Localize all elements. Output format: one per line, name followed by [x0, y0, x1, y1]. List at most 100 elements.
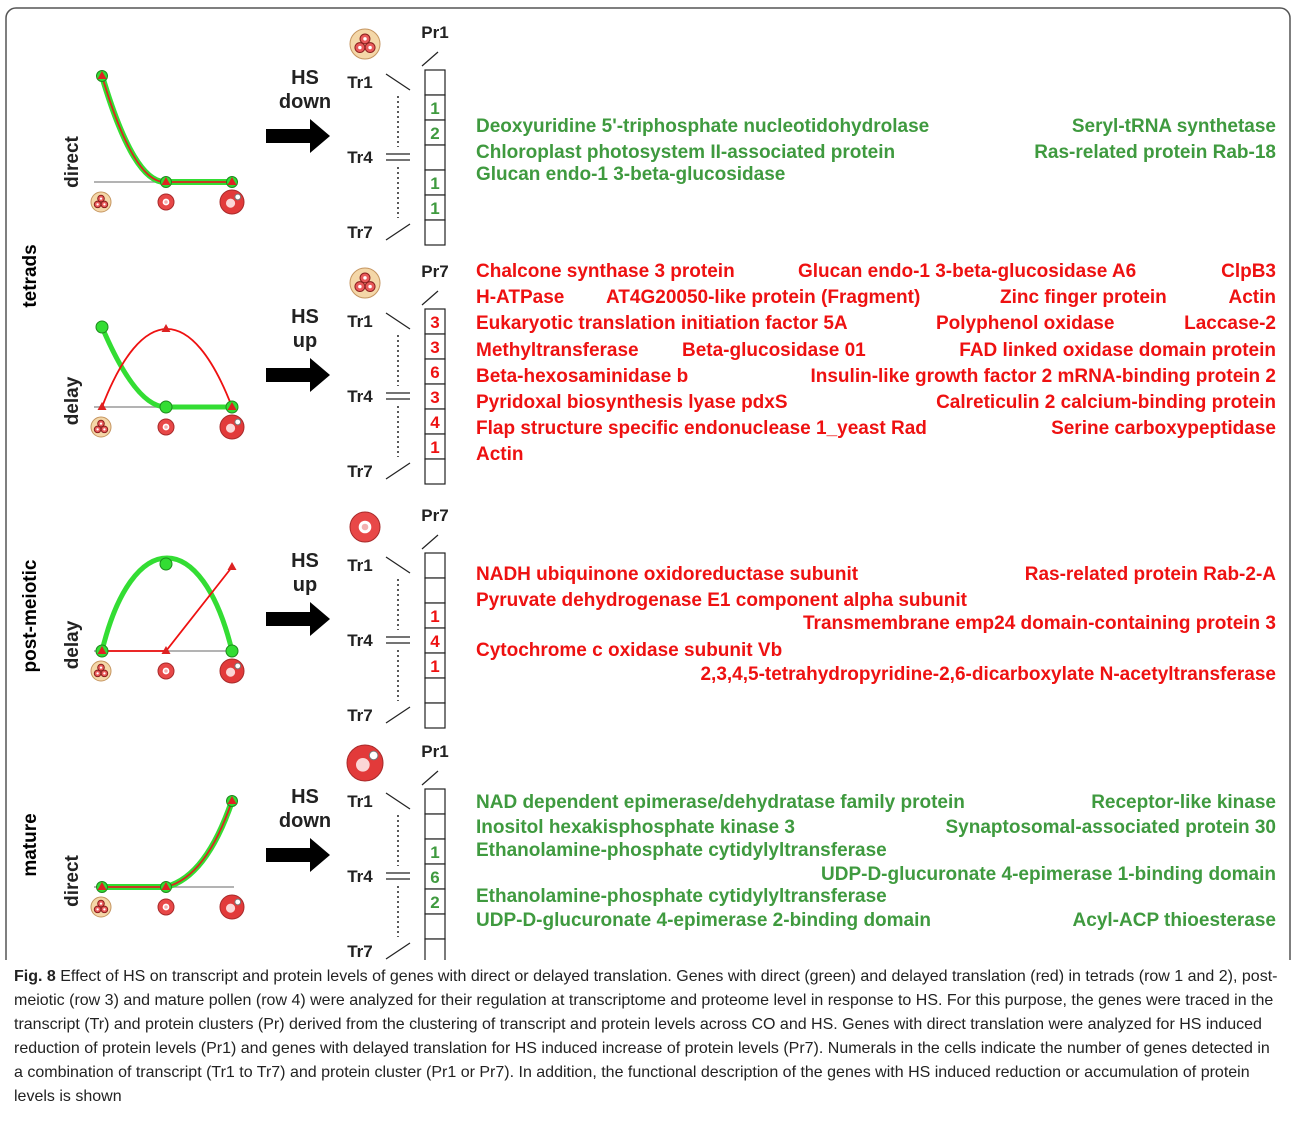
- tetrad-cell-icon: [90, 896, 112, 918]
- cluster-cell: [424, 702, 446, 729]
- cell-count: 1: [430, 843, 439, 862]
- gene-name: Pyruvate dehydrogenase E1 component alph…: [476, 590, 967, 611]
- microspore-cell-icon: [157, 193, 175, 211]
- cell-count: 4: [430, 632, 440, 651]
- profile-plot: [94, 795, 238, 893]
- protein-cluster-label: Pr1: [421, 23, 448, 42]
- gene-name: Methyltransferase: [476, 340, 639, 361]
- side-label-post-meiotic: post-meiotic: [20, 559, 41, 672]
- cluster-cell: [424, 913, 446, 940]
- gene-name: Cytochrome c oxidase subunit Vb: [476, 640, 783, 661]
- microspore-cell-icon: [157, 662, 175, 680]
- gene-name: Seryl-tRNA synthetase: [1071, 116, 1276, 137]
- transcript-cluster-label: Tr1: [347, 312, 373, 331]
- cell-count: 3: [430, 338, 439, 357]
- transcript-cluster-label: Tr7: [347, 223, 373, 242]
- gene-name: Polyphenol oxidase: [936, 313, 1115, 334]
- arrow-icon: [266, 119, 330, 153]
- microspore-cell-icon: [157, 898, 175, 916]
- rows-layer: directHSdownPr11211Tr1Tr4Tr7delayHSupPr7…: [62, 23, 449, 965]
- stage-icons: [90, 189, 245, 215]
- protein-cluster-label: Pr7: [421, 506, 448, 525]
- transcript-cluster-label: Tr7: [347, 462, 373, 481]
- cell-count: 1: [430, 174, 439, 193]
- cluster-cell: [424, 144, 446, 171]
- gene-name: 2,3,4,5-tetrahydropyridine-2,6-dicarboxy…: [700, 664, 1276, 685]
- hs-direction-label: up: [293, 574, 317, 596]
- gene-name: Zinc finger protein: [1000, 287, 1167, 308]
- gene-name: H-ATPase: [476, 287, 565, 308]
- tetrad-cell-icon: [349, 28, 381, 60]
- profile-plot: [94, 555, 239, 658]
- hs-label: HS: [291, 67, 319, 89]
- hs-label: HS: [291, 786, 319, 808]
- mature-pollen-icon: [346, 744, 384, 782]
- cluster-cell: [424, 552, 446, 579]
- cell-count: 1: [430, 657, 439, 676]
- gene-name: Calreticulin 2 calcium-binding protein: [936, 392, 1276, 413]
- mode-label: direct: [62, 854, 83, 906]
- hs-label: HS: [291, 550, 319, 572]
- gene-name: Ethanolamine-phosphate cytidylyltransfer…: [476, 886, 887, 907]
- gene-name: Actin: [1228, 287, 1277, 308]
- microspore-cell-icon: [349, 511, 381, 543]
- tetrad-cell-icon: [90, 191, 112, 213]
- profile-plot: [94, 320, 239, 414]
- gene-name: Chloroplast photosystem II-associated pr…: [476, 142, 896, 163]
- gene-name: ClpB3: [1221, 261, 1276, 282]
- cell-count: 1: [430, 99, 439, 118]
- hs-direction-label: down: [279, 91, 331, 113]
- cell-count: 1: [430, 607, 439, 626]
- mode-label: delay: [62, 376, 83, 425]
- cluster-cell: [424, 677, 446, 704]
- gene-name: Eukaryotic translation initiation factor…: [476, 313, 848, 334]
- protein-cluster-label: Pr7: [421, 262, 448, 281]
- cluster-cell: [424, 938, 446, 965]
- mode-label: direct: [62, 135, 83, 187]
- transcript-cluster-label: Tr1: [347, 73, 373, 92]
- side-label-tetrads: tetrads: [20, 244, 41, 307]
- protein-cluster-label: Pr1: [421, 742, 448, 761]
- tetrad-cell-icon: [90, 660, 112, 682]
- transcript-cluster-label: Tr7: [347, 942, 373, 960]
- cluster-column: Pr7 3 3 6 3 4 1 Tr1 Tr4 Tr7: [347, 262, 449, 485]
- gene-name: Inositol hexakisphosphate kinase 3: [476, 817, 795, 838]
- stage-icons: [90, 658, 245, 684]
- cluster-column: Pr1 1 6 2 Tr1 Tr4 Tr7: [347, 742, 449, 965]
- gene-name: Deoxyuridine 5'-triphosphate nucleotidoh…: [476, 116, 930, 137]
- figure-diagram: tetrads post-meiotic mature directHSdown…: [5, 7, 1291, 1137]
- cluster-cell: [424, 577, 446, 604]
- microspore-cell-icon: [157, 418, 175, 436]
- gene-name: Glucan endo-1 3-beta-glucosidase A6: [798, 261, 1137, 282]
- hs-label: HS: [291, 306, 319, 328]
- transcript-cluster-label: Tr1: [347, 556, 373, 575]
- hs-direction-label: up: [293, 330, 317, 352]
- tetrad-cell-icon: [349, 267, 381, 299]
- gene-name: Glucan endo-1 3-beta-glucosidase: [476, 164, 786, 185]
- cell-count: 1: [430, 438, 439, 457]
- transcript-cluster-label: Tr7: [347, 706, 373, 725]
- gene-name: NAD dependent epimerase/dehydratase fami…: [476, 792, 965, 813]
- cell-count: 2: [430, 893, 439, 912]
- cluster-cell: [424, 219, 446, 246]
- cluster-cell: [424, 813, 446, 840]
- mode-label: delay: [62, 620, 83, 669]
- figure-caption: Fig. 8 Effect of HS on transcript and pr…: [14, 965, 1280, 1109]
- gene-name: AT4G20050-like protein (Fragment): [606, 287, 921, 308]
- gene-name: Ethanolamine-phosphate cytidylyltransfer…: [476, 840, 887, 861]
- gene-name: Beta-glucosidase 01: [682, 340, 866, 361]
- hs-direction-label: down: [279, 810, 331, 832]
- mature-pollen-icon: [219, 189, 245, 215]
- cell-count: 3: [430, 313, 439, 332]
- cluster-cell: [424, 458, 446, 485]
- gene-name: Chalcone synthase 3 protein: [476, 261, 735, 282]
- arrow-icon: [266, 602, 330, 636]
- gene-name: Ras-related protein Rab-2-A: [1024, 564, 1276, 585]
- cell-count: 3: [430, 388, 439, 407]
- cluster-column: Pr7 1 4 1 Tr1 Tr4 Tr7: [347, 506, 449, 729]
